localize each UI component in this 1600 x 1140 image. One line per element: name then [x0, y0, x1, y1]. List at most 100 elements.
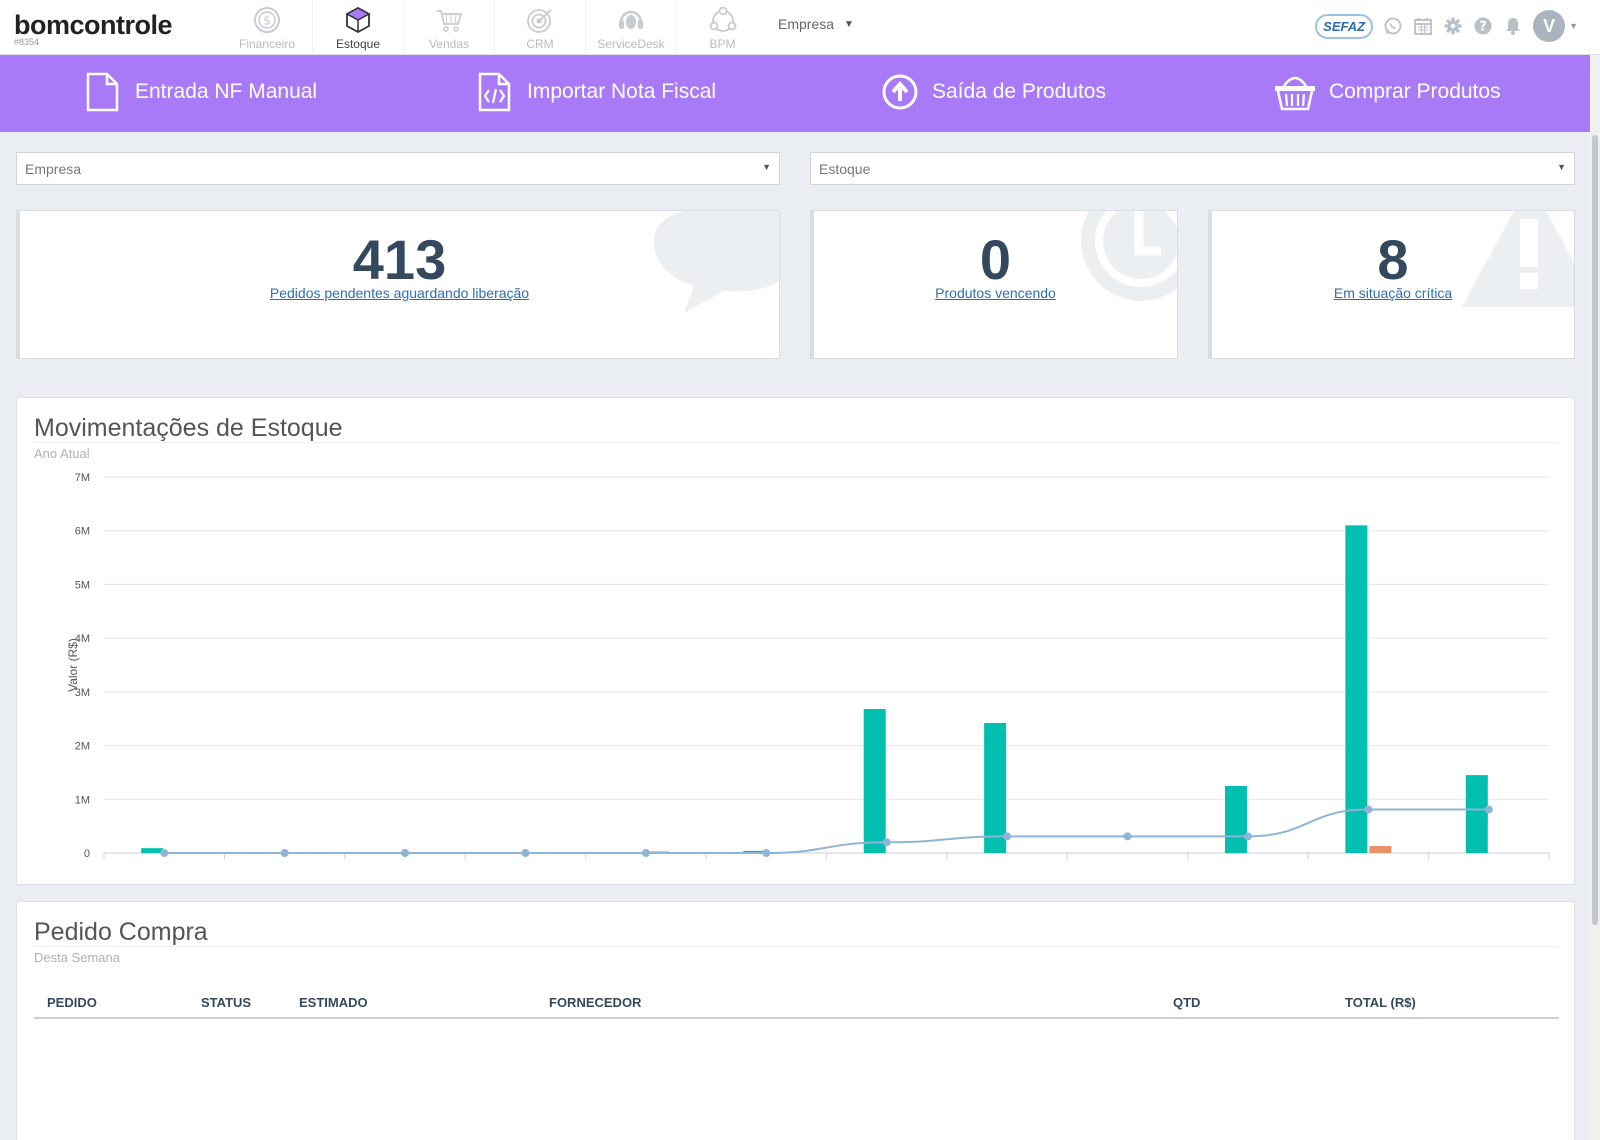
module-bpm[interactable]: BPM — [677, 0, 768, 55]
clock-icon — [1081, 211, 1177, 301]
y-tick-label: 4M — [75, 633, 90, 645]
calendar-icon[interactable] — [1413, 16, 1433, 36]
column-header-pedido[interactable]: PEDIDO — [47, 995, 97, 1010]
module-servicedesk[interactable]: ServiceDesk — [586, 0, 677, 55]
column-header-qtd[interactable]: QTD — [1173, 995, 1201, 1010]
x-tick-label: Set — [1119, 863, 1136, 864]
table-header-divider — [34, 1017, 1559, 1019]
module-financeiro[interactable]: $ Financeiro — [222, 0, 313, 55]
expiring-products-count: 0 — [979, 228, 1012, 291]
title-divider — [34, 946, 1559, 947]
action-label: Importar Nota Fiscal — [527, 80, 717, 103]
basket-icon — [1275, 76, 1315, 111]
scrollbar-thumb[interactable] — [1592, 135, 1598, 925]
page-scrollbar[interactable] — [1590, 55, 1600, 1140]
bell-icon[interactable] — [1503, 16, 1523, 36]
bar-entrada — [743, 850, 766, 853]
importar-nota-fiscal-button[interactable]: Importar Nota Fiscal — [475, 72, 716, 112]
module-estoque[interactable]: Estoque — [313, 0, 404, 55]
caret-down-icon[interactable]: ▼ — [1569, 21, 1578, 31]
column-header-total[interactable]: TOTAL (R$) — [1345, 995, 1416, 1010]
saldo-point — [641, 849, 650, 857]
module-label: BPM — [709, 37, 736, 51]
sefaz-badge[interactable]: SEFAZ — [1315, 13, 1374, 39]
saldo-point — [1484, 805, 1493, 814]
box-icon — [345, 6, 371, 34]
saldo-point — [280, 849, 289, 857]
top-navbar: bomcontrole #8354 $ Financeiro Estoque V… — [0, 0, 1600, 55]
x-tick-label: Fev — [275, 863, 294, 864]
gear-icon[interactable] — [1443, 16, 1463, 36]
saldo-point — [762, 849, 771, 857]
pending-orders-link[interactable]: Pedidos pendentes aguardando liberação — [269, 285, 530, 301]
bar-entrada — [863, 709, 886, 853]
upload-circle-icon — [882, 74, 918, 110]
entrada-nf-manual-button[interactable]: Entrada NF Manual — [83, 72, 317, 112]
warning-icon — [1462, 211, 1574, 307]
company-select-label: Empresa — [778, 16, 835, 32]
header-right-icons: SEFAZ ? V ▼ — [1315, 10, 1578, 42]
module-label: Estoque — [335, 37, 381, 51]
y-tick-label: 7M — [75, 472, 90, 484]
pending-orders-card: 413 Pedidos pendentes aguardando liberaç… — [16, 210, 780, 359]
saldo-point — [401, 849, 410, 857]
y-tick-label: 5M — [75, 579, 90, 591]
module-label: Financeiro — [238, 37, 296, 51]
purchase-order-panel: Pedido Compra Desta Semana PEDIDO STATUS… — [16, 901, 1575, 1140]
whatsapp-icon[interactable] — [1383, 16, 1403, 36]
module-crm[interactable]: CRM — [495, 0, 586, 55]
code-file-icon — [478, 72, 511, 112]
critical-situation-link[interactable]: Em situação crítica — [1333, 285, 1453, 301]
bar-entrada — [1465, 775, 1488, 853]
dollar-coin-icon: $ — [254, 7, 280, 33]
module-vendas[interactable]: Vendas — [404, 0, 495, 55]
svg-text:$: $ — [263, 14, 271, 28]
target-icon — [527, 9, 552, 33]
bar-entrada — [1224, 785, 1247, 853]
comprar-produtos-button[interactable]: Comprar Produtos — [1273, 72, 1501, 112]
network-icon — [709, 6, 736, 32]
column-header-estimado[interactable]: ESTIMADO — [299, 995, 368, 1010]
estoque-select[interactable]: Estoque ▼ — [810, 152, 1575, 185]
brand-logo[interactable]: bomcontrole #8354 — [14, 10, 173, 47]
action-label: Entrada NF Manual — [135, 80, 318, 103]
user-avatar[interactable]: V — [1533, 10, 1566, 42]
column-header-status[interactable]: STATUS — [201, 995, 252, 1010]
caret-down-icon: ▼ — [844, 18, 854, 30]
svg-text:?: ? — [1479, 20, 1487, 35]
module-label: CRM — [526, 37, 554, 51]
x-tick-label: Mar — [396, 863, 415, 864]
x-tick-label: Jun — [757, 863, 775, 864]
expiring-products-link[interactable]: Produtos vencendo — [935, 285, 1056, 301]
action-bar: Entrada NF Manual Importar Nota Fiscal S… — [0, 55, 1590, 132]
headset-icon — [619, 10, 643, 29]
action-label: Comprar Produtos — [1329, 80, 1501, 103]
module-label: ServiceDesk — [597, 37, 665, 51]
saida-de-produtos-button[interactable]: Saída de Produtos — [880, 72, 1106, 112]
bar-sada — [1369, 846, 1392, 853]
x-tick-label: Ago — [997, 863, 1017, 864]
estoque-select-placeholder: Estoque — [819, 161, 871, 177]
saldo-point — [521, 849, 530, 857]
bar-entrada — [141, 848, 164, 853]
company-select[interactable]: Empresa ▼ — [778, 16, 854, 32]
stock-movements-chart: 0 1M 2M 3M 4M 5M 6M 7M Valor (R$) Jan Fev Mar Abr Mai… — [66, 472, 1550, 864]
saldo-point — [1003, 832, 1012, 841]
empresa-select[interactable]: Empresa ▼ — [16, 152, 780, 185]
action-label: Saída de Produtos — [932, 80, 1106, 103]
caret-down-icon: ▼ — [762, 162, 771, 172]
empresa-select-placeholder: Empresa — [25, 161, 82, 177]
saldo-point — [160, 849, 169, 857]
x-tick-label: Jan — [155, 863, 173, 864]
module-nav: $ Financeiro Estoque Vendas CRM ServiceD… — [222, 0, 768, 55]
saldo-line — [164, 808, 1489, 854]
help-icon[interactable]: ? — [1473, 16, 1493, 36]
saldo-point — [1243, 832, 1252, 841]
y-tick-label: 0 — [84, 848, 90, 860]
x-tick-label: Jul — [880, 863, 894, 864]
bar-entrada — [1345, 525, 1368, 853]
y-tick-label: 3M — [75, 687, 90, 699]
x-tick-label: Dez — [1479, 863, 1499, 864]
y-axis-label: Valor (R$) — [66, 638, 80, 692]
column-header-fornecedor[interactable]: FORNECEDOR — [549, 995, 642, 1010]
